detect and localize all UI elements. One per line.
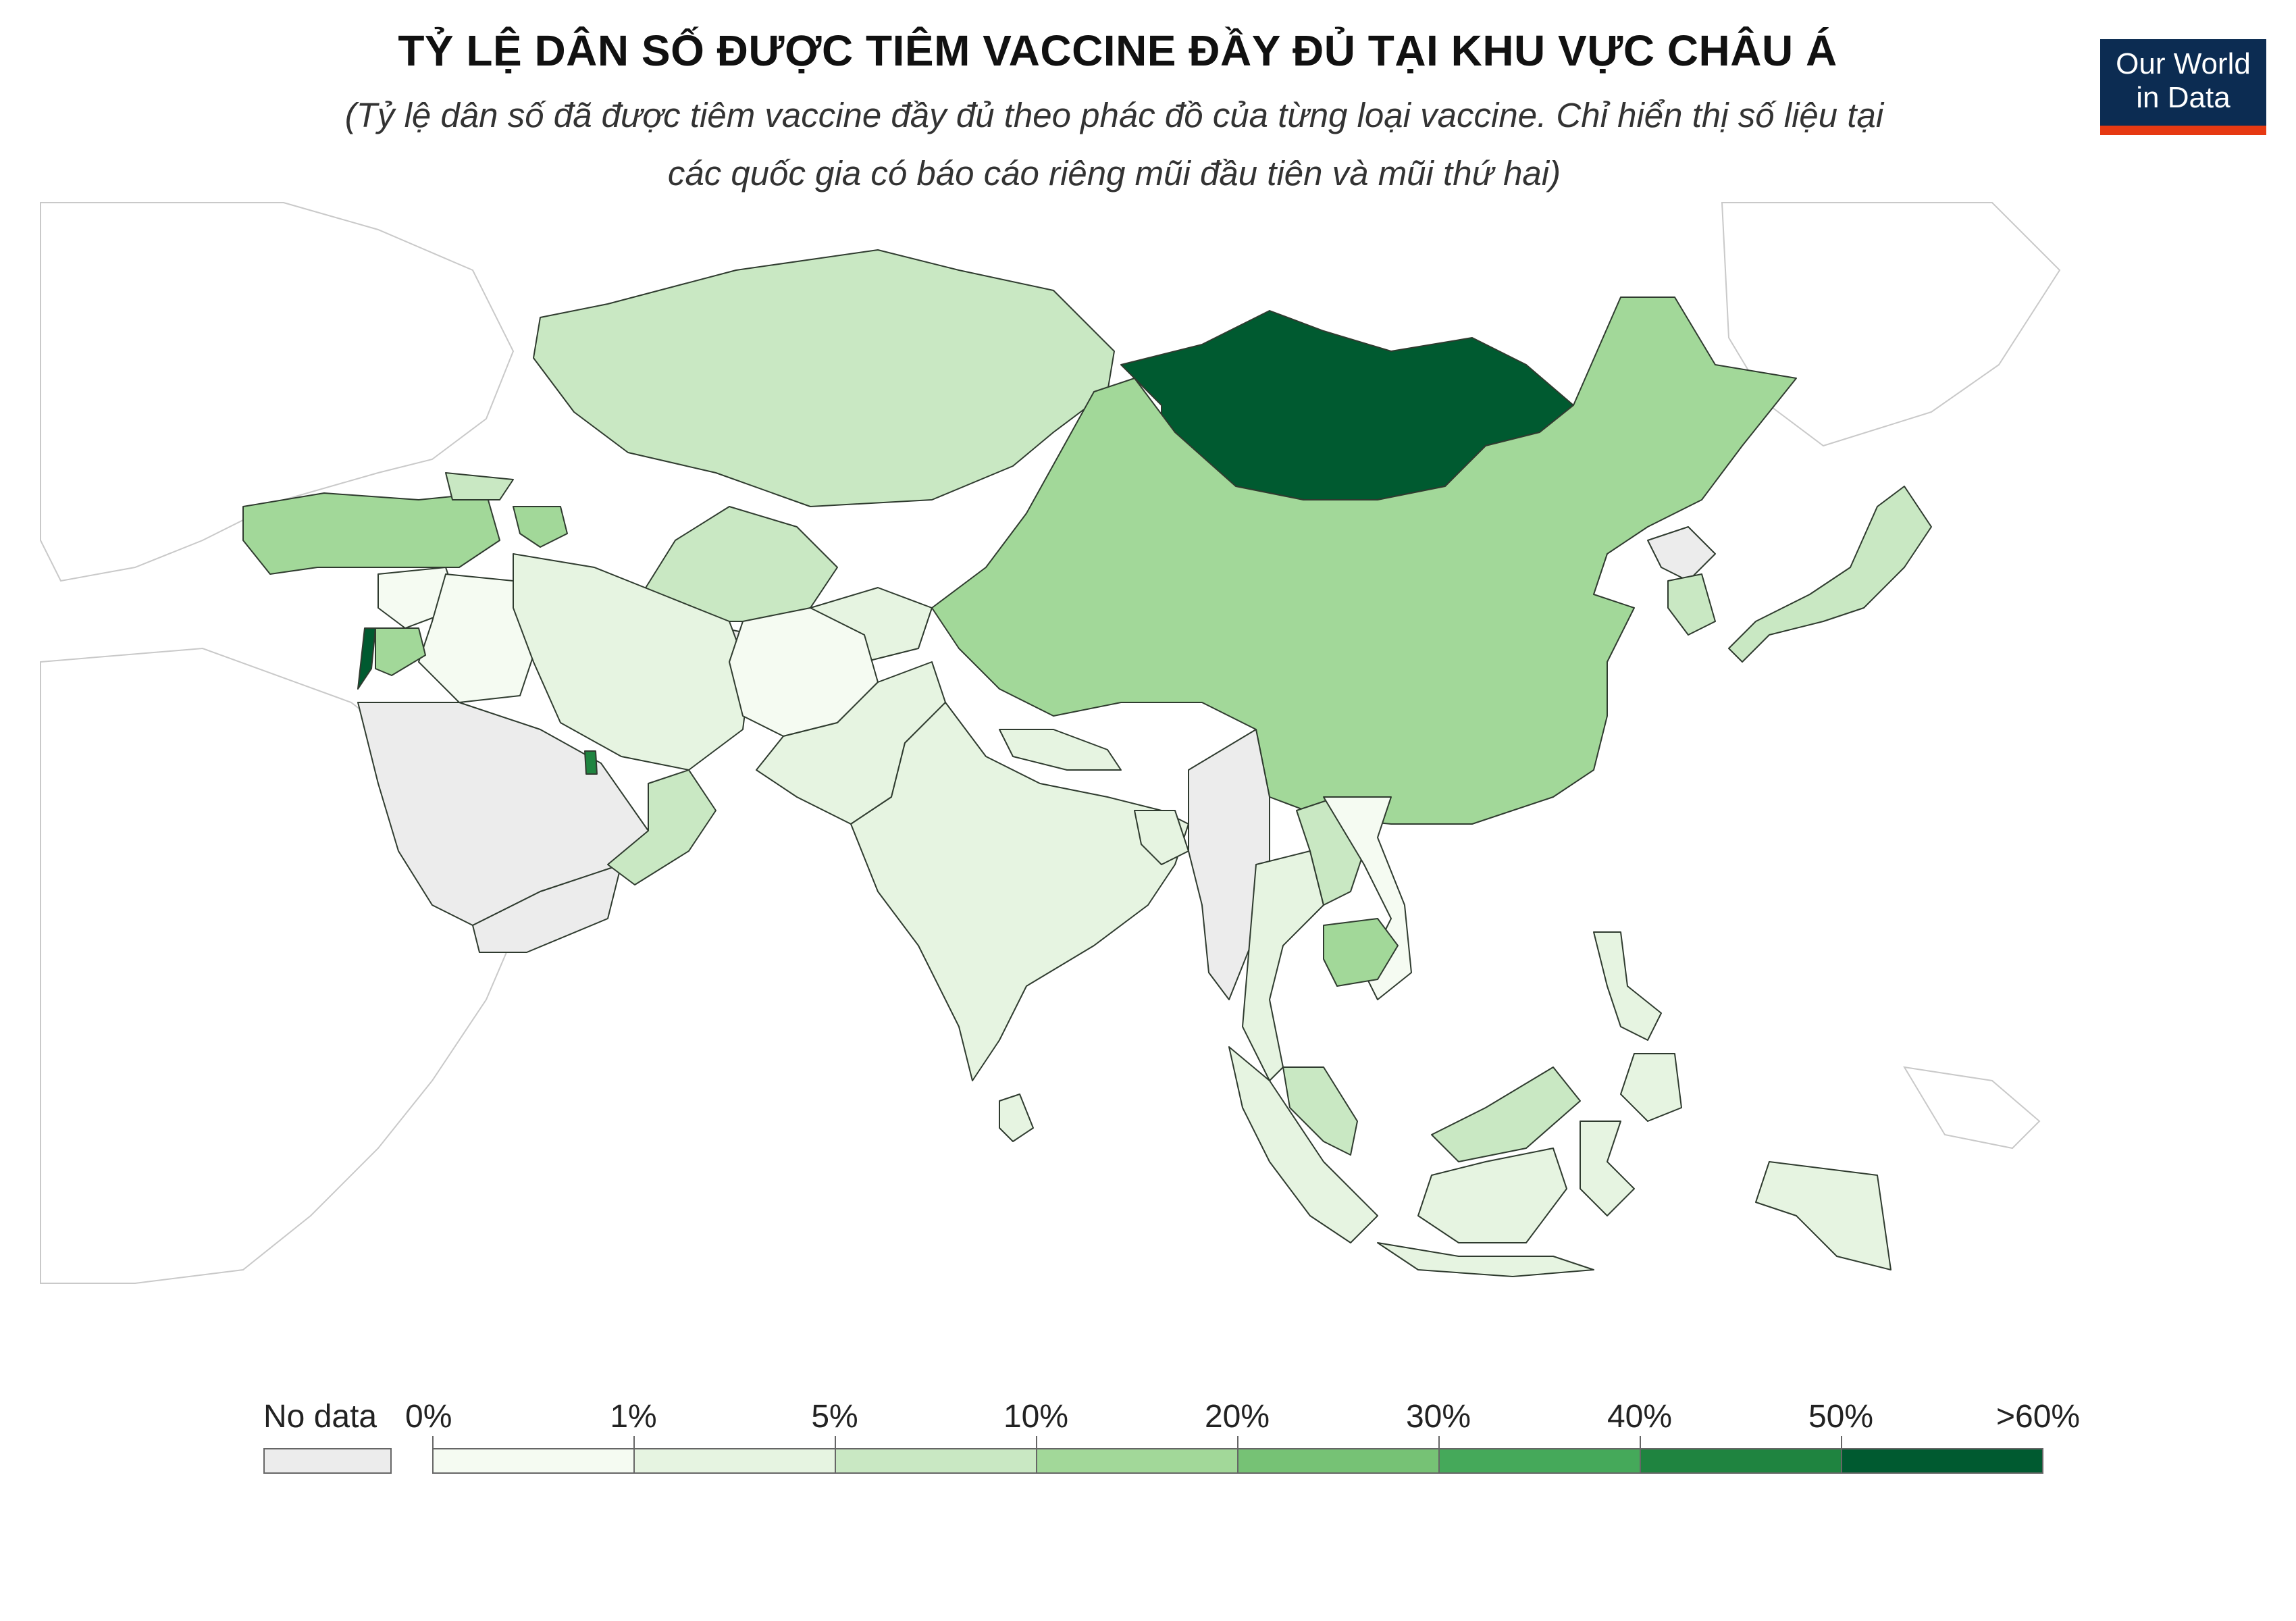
country-japan[interactable] — [1728, 486, 1932, 663]
country-south-korea[interactable] — [1667, 573, 1716, 636]
legend-tick-6 — [1438, 1436, 1440, 1448]
legend-swatch-4 — [1036, 1448, 1238, 1474]
legend-swatch-5 — [1237, 1448, 1440, 1474]
subtitle-line-2: các quốc gia có báo cáo riêng mũi đầu ti… — [667, 154, 1561, 192]
legend-bin-label-8: 50% — [1808, 1399, 1874, 1435]
country-sri-lanka[interactable] — [999, 1093, 1034, 1142]
owid-logo[interactable]: Our World in Data — [2100, 39, 2266, 135]
country-north-korea[interactable] — [1647, 526, 1716, 582]
legend-tick-4 — [1036, 1436, 1037, 1448]
country-myanmar[interactable] — [1188, 729, 1270, 1000]
legend-swatch-2 — [633, 1448, 836, 1474]
country-china[interactable] — [931, 297, 1797, 825]
logo-line-2: in Data — [2136, 81, 2230, 114]
chart-subtitle: (Tỷ lệ dân số đã được tiêm vaccine đầy đ… — [169, 86, 2060, 203]
country-philippines[interactable] — [1593, 931, 1682, 1122]
legend-swatch-6 — [1438, 1448, 1641, 1474]
legend-tick-5 — [1237, 1436, 1238, 1448]
country-georgia[interactable] — [445, 472, 514, 500]
subtitle-line-1: (Tỷ lệ dân số đã được tiêm vaccine đầy đ… — [344, 96, 1884, 134]
logo-line-1: Our World — [2116, 47, 2251, 80]
country-israel[interactable] — [357, 627, 376, 690]
legend-bin-label-7: 40% — [1607, 1399, 1673, 1435]
country-azerbaijan[interactable] — [513, 506, 568, 548]
country-oman[interactable] — [607, 769, 716, 885]
country-shapes — [242, 249, 1932, 1277]
legend-swatch-1 — [432, 1448, 635, 1474]
legend-bin-label-5: 20% — [1204, 1399, 1270, 1435]
legend-tick-7 — [1640, 1436, 1641, 1448]
legend-tick-8 — [1841, 1436, 1842, 1448]
country-thailand[interactable] — [1242, 850, 1324, 1081]
legend-no-data-swatch — [263, 1448, 392, 1474]
chart-title: TỶ LỆ DÂN SỐ ĐƯỢC TIÊM VACCINE ĐẦY ĐỦ TẠ… — [398, 26, 1837, 75]
country-jordan[interactable] — [375, 627, 426, 676]
country-russia-asia[interactable] — [533, 249, 1115, 507]
country-iran[interactable] — [513, 553, 750, 771]
logo-accent-bar — [2100, 126, 2266, 135]
legend-tick-2 — [633, 1436, 635, 1448]
country-indonesia[interactable] — [1228, 1046, 1891, 1277]
country-bangladesh[interactable] — [1134, 810, 1189, 865]
legend-tick-1 — [432, 1436, 434, 1448]
legend-bin-label-6: 30% — [1405, 1399, 1471, 1435]
legend-bin-label-1: 0% — [405, 1399, 452, 1435]
legend-tick-3 — [835, 1436, 836, 1448]
country-india[interactable] — [850, 702, 1189, 1081]
country-nepal[interactable] — [999, 729, 1122, 771]
country-yemen[interactable] — [472, 864, 622, 953]
asia-choropleth-map — [40, 202, 2061, 1284]
country-malaysia[interactable] — [1282, 1066, 1581, 1162]
legend-bin-label-4: 10% — [1003, 1399, 1069, 1435]
legend-no-data-label: No data — [263, 1399, 377, 1435]
legend-bin-label-3: 5% — [811, 1399, 858, 1435]
legend-swatch-8 — [1841, 1448, 2043, 1474]
logo-text: Our World in Data — [2100, 47, 2266, 115]
legend-end-label: >60% — [1996, 1399, 2081, 1435]
country-bahrain[interactable] — [584, 750, 598, 775]
country-turkey[interactable] — [242, 492, 500, 575]
legend-swatch-3 — [835, 1448, 1037, 1474]
country-cambodia[interactable] — [1323, 918, 1399, 987]
legend-bin-label-2: 1% — [610, 1399, 657, 1435]
legend-swatch-7 — [1640, 1448, 1842, 1474]
background-pacific-islands — [1903, 1066, 2041, 1150]
background-siberia — [1721, 202, 2061, 447]
background-europe — [40, 202, 515, 582]
